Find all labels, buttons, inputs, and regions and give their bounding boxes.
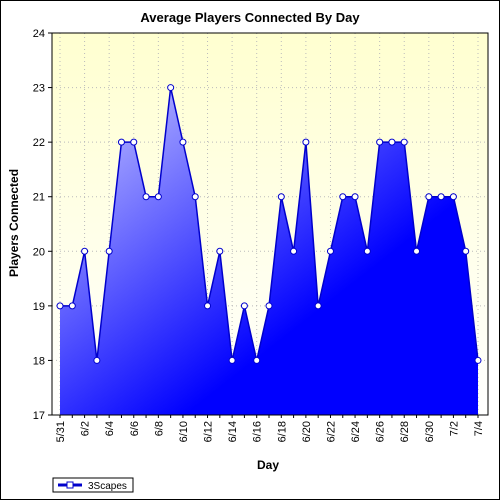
y-tick-label: 21 bbox=[33, 192, 45, 204]
data-point bbox=[68, 302, 76, 310]
data-point bbox=[314, 302, 322, 310]
data-point bbox=[290, 247, 298, 255]
data-point bbox=[277, 193, 285, 201]
data-point bbox=[167, 84, 175, 92]
data-point bbox=[240, 302, 248, 310]
data-point bbox=[474, 356, 482, 364]
x-tick-label: 6/8 bbox=[153, 421, 165, 436]
data-points bbox=[56, 84, 482, 364]
data-point bbox=[413, 247, 421, 255]
data-point bbox=[437, 193, 445, 201]
legend: 3Scapes bbox=[52, 477, 134, 493]
x-tick-labels: 5/31 6/2 6/4 6/6 6/8 6/10 6/12 6/14 6/16 6/18 6/20… bbox=[55, 415, 485, 442]
x-tick-label: 6/28 bbox=[399, 421, 411, 442]
x-tick-label: 6/16 bbox=[252, 421, 264, 442]
data-point bbox=[265, 302, 273, 310]
x-tick-label: 6/6 bbox=[129, 421, 141, 436]
data-point bbox=[142, 193, 150, 201]
x-tick-label: 5/31 bbox=[55, 421, 67, 442]
data-point bbox=[449, 193, 457, 201]
data-point bbox=[388, 138, 396, 146]
x-tick-label: 6/18 bbox=[276, 421, 288, 442]
x-tick-label: 6/14 bbox=[227, 421, 239, 442]
x-tick-label: 6/30 bbox=[424, 421, 436, 442]
y-tick-label: 20 bbox=[33, 246, 45, 258]
data-point bbox=[462, 247, 470, 255]
x-tick-label: 6/4 bbox=[104, 421, 116, 436]
y-tick-label: 24 bbox=[33, 28, 45, 40]
y-tick-label: 17 bbox=[33, 410, 45, 422]
data-point bbox=[56, 302, 64, 310]
data-point bbox=[117, 138, 125, 146]
x-tick-label: 6/22 bbox=[325, 421, 337, 442]
plot-border bbox=[51, 32, 489, 416]
x-tick-label: 6/2 bbox=[80, 421, 92, 436]
y-tick-label: 19 bbox=[33, 301, 45, 313]
data-point bbox=[93, 356, 101, 364]
data-point bbox=[204, 302, 212, 310]
data-point bbox=[400, 138, 408, 146]
data-point bbox=[326, 247, 334, 255]
data-point bbox=[351, 193, 359, 201]
data-point bbox=[81, 247, 89, 255]
data-point bbox=[339, 193, 347, 201]
data-point bbox=[302, 138, 310, 146]
x-tick-label: 6/12 bbox=[203, 421, 215, 442]
data-point bbox=[154, 193, 162, 201]
x-tick-label: 7/4 bbox=[473, 421, 485, 436]
y-tick-label: 22 bbox=[33, 137, 45, 149]
data-point bbox=[105, 247, 113, 255]
data-point bbox=[363, 247, 371, 255]
x-axis-label: Day bbox=[257, 458, 279, 472]
y-tick-label: 18 bbox=[33, 355, 45, 367]
area-fill bbox=[60, 87, 478, 416]
x-tick-label: 6/10 bbox=[178, 421, 190, 442]
data-point bbox=[253, 356, 261, 364]
x-tick-label: 6/20 bbox=[301, 421, 313, 442]
data-point bbox=[376, 138, 384, 146]
legend-series-name: 3Scapes bbox=[88, 481, 127, 492]
x-tick-label: 6/26 bbox=[375, 421, 387, 442]
x-tick-label: 7/2 bbox=[448, 421, 460, 436]
data-point bbox=[130, 138, 138, 146]
axes bbox=[51, 32, 489, 416]
data-point bbox=[179, 138, 187, 146]
y-tick-labels: 17 18 19 20 21 22 23 24 bbox=[33, 28, 52, 422]
data-point bbox=[228, 356, 236, 364]
x-tick-label: 6/24 bbox=[350, 421, 362, 442]
data-point bbox=[425, 193, 433, 201]
y-axis-label: Players Connected bbox=[7, 169, 21, 277]
data-point bbox=[216, 247, 224, 255]
y-tick-label: 23 bbox=[33, 83, 45, 95]
chart-title: Average Players Connected By Day bbox=[140, 10, 360, 25]
legend-swatch-marker bbox=[66, 481, 74, 489]
data-point bbox=[191, 193, 199, 201]
